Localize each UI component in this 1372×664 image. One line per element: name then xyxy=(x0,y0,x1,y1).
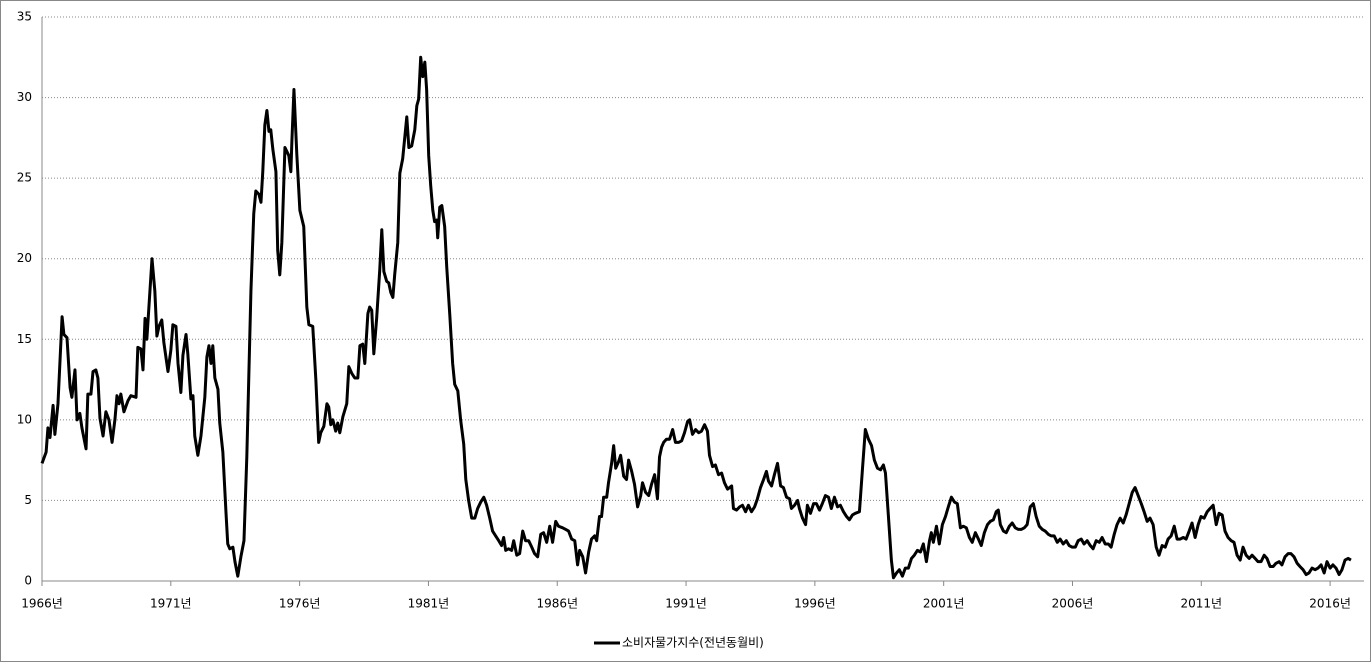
x-tick-label: 1986년 xyxy=(536,597,578,611)
x-tick-label: 1981년 xyxy=(408,597,450,611)
y-tick-label: 0 xyxy=(24,574,32,588)
x-tick-label: 1976년 xyxy=(279,597,321,611)
y-tick-label: 25 xyxy=(17,171,32,185)
y-tick-label: 15 xyxy=(17,332,32,346)
x-tick-label: 2001년 xyxy=(923,597,965,611)
y-tick-label: 20 xyxy=(17,251,32,265)
x-tick-label: 2011년 xyxy=(1180,597,1222,611)
x-tick-label: 1991년 xyxy=(665,597,707,611)
x-tick-label: 1971년 xyxy=(150,597,192,611)
x-tick-label: 2006년 xyxy=(1052,597,1094,611)
series-line xyxy=(40,55,1352,580)
y-tick-label: 10 xyxy=(17,412,32,426)
y-tick-label: 30 xyxy=(17,90,32,104)
x-tick-label: 2016년 xyxy=(1309,597,1351,611)
y-tick-label: 35 xyxy=(17,10,32,24)
x-tick-label: 1996년 xyxy=(794,597,836,611)
x-tick-label: 1966년 xyxy=(21,597,63,611)
y-tick-label: 5 xyxy=(24,493,32,507)
legend-label: 소비자물가지수(전년동월비) xyxy=(622,636,764,650)
